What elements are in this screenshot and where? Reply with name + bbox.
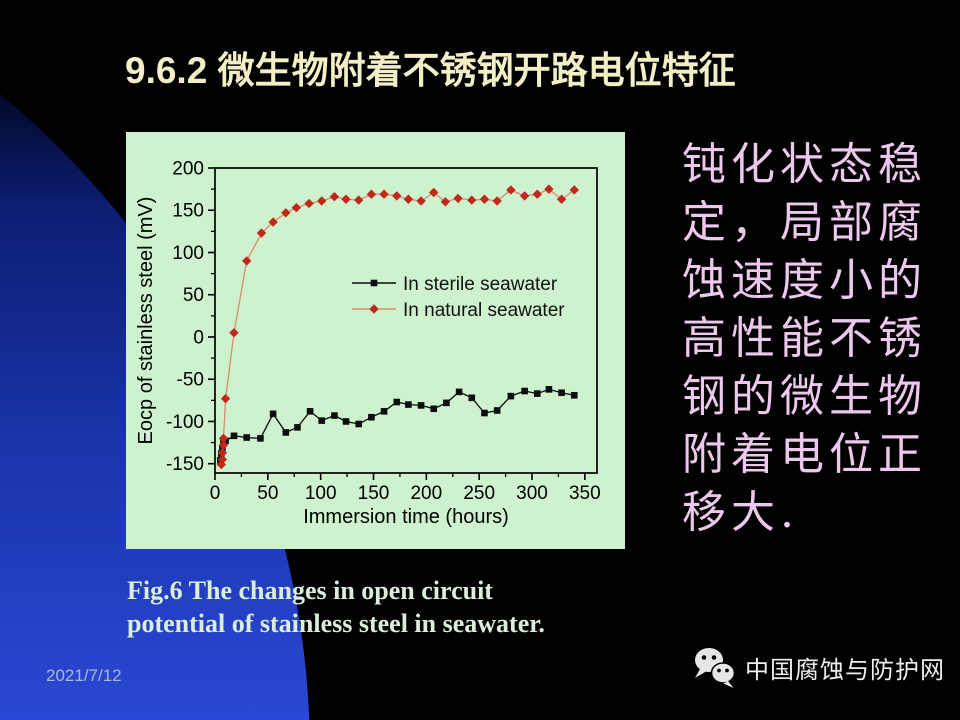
svg-text:-100: -100 [166,412,204,433]
side-text-line: 钢的微生物 [682,371,927,422]
svg-text:50: 50 [183,285,204,306]
svg-text:-150: -150 [166,454,204,475]
footer-brand-text: 中国腐蚀与防护网 [745,656,945,684]
svg-text:150: 150 [358,483,390,504]
caption-line: potential of stainless steel in seawater… [127,609,545,638]
slide-date: 2021/7/12 [46,666,122,685]
svg-text:-50: -50 [177,370,204,391]
y-axis-ticks: -150 -100 -50 0 50 100 150 200 [166,159,215,475]
side-text-line: 附着电位正 [682,429,927,480]
svg-text:100: 100 [305,483,337,504]
svg-text:150: 150 [172,201,204,222]
side-text-line: 蚀速度小的 [682,255,927,306]
wechat-icon [695,648,736,688]
side-text-line: 高性能不锈 [682,313,927,364]
figure-caption: Fig.6 The changes in open circuit potenti… [127,574,687,640]
svg-text:50: 50 [257,483,278,504]
svg-text:200: 200 [172,159,204,180]
series-natural [216,184,579,470]
side-commentary-text: 钝化状态稳定，局部腐蚀速度小的高性能不锈钢的微生物附着电位正移大. [682,136,950,542]
series-sterile [216,386,578,464]
chart-legend: In sterile seawater In natural seawater [352,274,565,321]
side-text-line: 移大. [682,487,799,538]
svg-text:In natural seawater: In natural seawater [403,300,565,321]
opc-chart-svg: 0 50 100 150 200 250 300 350 -150 -100 -50 0 50 100 15… [135,159,601,529]
svg-text:0: 0 [193,327,204,348]
opc-chart-figure: 0 50 100 150 200 250 300 350 -150 -100 -50 0 50 100 15… [126,132,625,549]
caption-line: Fig.6 The changes in open circuit [127,576,493,605]
y-axis-label: Eocp of stainless steel (mV) [135,197,157,445]
axes-box [214,167,598,474]
svg-text:0: 0 [210,483,221,504]
svg-text:100: 100 [172,243,204,264]
x-axis-label: Immersion time (hours) [303,506,509,528]
svg-text:250: 250 [463,483,495,504]
side-text-line: 钝化状态稳 [682,139,927,190]
slide-title: 9.6.2 微生物附着不锈钢开路电位特征 [125,50,736,91]
svg-text:300: 300 [516,483,548,504]
x-axis-ticks: 0 50 100 150 200 250 300 350 [210,473,601,504]
footer-branding: 中国腐蚀与防护网 [690,644,945,690]
side-text-line: 定，局部腐 [682,197,927,248]
svg-text:In sterile seawater: In sterile seawater [403,274,558,295]
svg-text:200: 200 [410,483,442,504]
svg-text:350: 350 [569,483,601,504]
